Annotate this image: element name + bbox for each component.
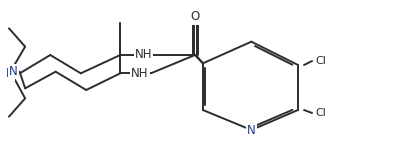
- Text: NH: NH: [135, 48, 152, 61]
- Text: N: N: [6, 67, 15, 80]
- Text: N: N: [247, 124, 256, 137]
- Text: Cl: Cl: [316, 108, 327, 118]
- Text: O: O: [191, 11, 200, 24]
- Text: N: N: [9, 65, 18, 78]
- Text: O: O: [190, 10, 199, 23]
- Text: NH: NH: [131, 67, 149, 80]
- Text: Cl: Cl: [316, 56, 327, 66]
